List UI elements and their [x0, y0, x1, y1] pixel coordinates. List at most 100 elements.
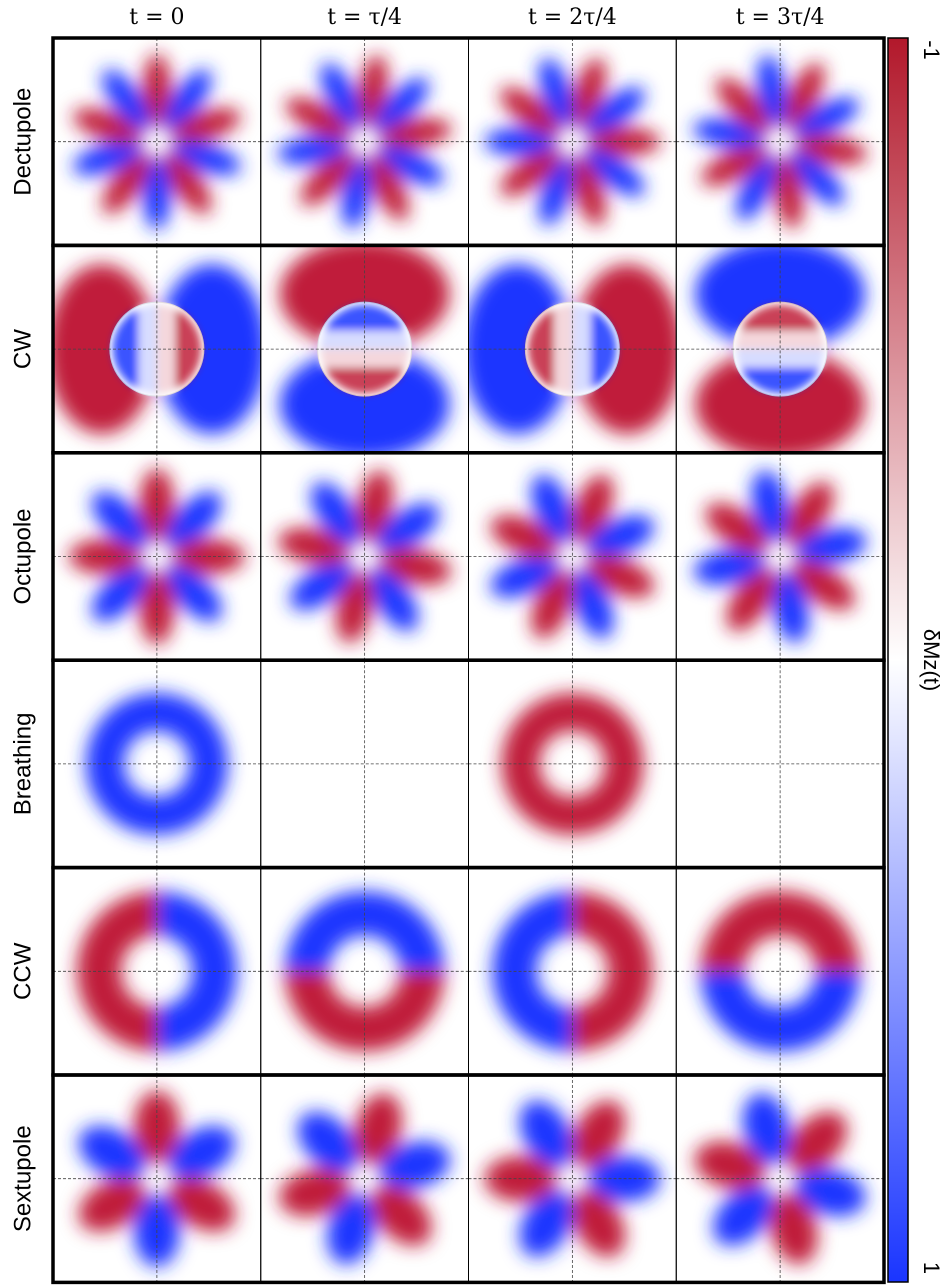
lobe: [791, 560, 855, 611]
lobe: [795, 1168, 866, 1217]
mode-panel: [53, 38, 261, 246]
row-label: Dectupole: [9, 88, 36, 196]
lobe: [693, 548, 765, 586]
lobe: [320, 62, 362, 129]
lobe: [538, 156, 574, 226]
lobe: [353, 1093, 403, 1164]
column-header: t = 3τ/4: [736, 5, 825, 30]
lobe: [789, 151, 845, 206]
mode-panel: [468, 452, 677, 661]
lobe: [378, 144, 444, 186]
mode-panel: [260, 867, 469, 1075]
lobe: [278, 527, 350, 565]
lobe: [570, 156, 606, 226]
lobe: [693, 118, 765, 149]
lobe: [327, 1193, 376, 1265]
lobe: [310, 481, 361, 545]
lobe: [715, 77, 771, 133]
lobe: [570, 474, 614, 543]
lobe: [490, 555, 559, 598]
lobe: [165, 491, 222, 549]
lobe: [379, 1141, 451, 1190]
lobe: [335, 572, 374, 643]
lobe: [795, 134, 868, 165]
lobe: [91, 491, 149, 549]
lobe: [367, 155, 409, 221]
mode-panel: [260, 452, 469, 661]
lobe: [500, 87, 561, 136]
lobe: [368, 568, 419, 632]
lobe: [773, 157, 804, 229]
lobe: [786, 1111, 848, 1173]
lobe: [168, 1125, 236, 1180]
colorbar: [887, 37, 909, 1283]
lobe: [371, 1185, 432, 1246]
mode-panel: [468, 38, 677, 246]
lobe: [570, 57, 606, 127]
lobe: [538, 57, 574, 127]
lobe: [784, 481, 834, 545]
lobe: [795, 527, 867, 565]
lobe: [584, 87, 645, 136]
mode-panel: [676, 1075, 884, 1283]
column-header: t = τ/4: [327, 5, 402, 30]
lobe: [102, 69, 151, 130]
lobe: [78, 1177, 146, 1232]
colorbar-max: 1: [919, 1262, 944, 1274]
mode-panel: [260, 245, 469, 453]
colorbar-label: δMz(t): [919, 629, 944, 691]
lobe: [380, 118, 452, 149]
lobe: [793, 97, 860, 139]
mode-panel: [468, 660, 677, 868]
lobe: [102, 153, 151, 215]
lobe: [279, 1168, 350, 1217]
lobe: [586, 555, 655, 598]
lobe: [586, 515, 655, 558]
lobe: [277, 134, 349, 165]
lobe: [300, 151, 356, 206]
lobe: [163, 153, 212, 215]
mode-panel: [676, 660, 884, 868]
lobe: [756, 54, 788, 126]
row-label: CCW: [9, 942, 36, 1000]
lobe: [500, 148, 561, 197]
mode-panel: [53, 867, 261, 1075]
lobe: [374, 77, 429, 133]
lobe: [341, 157, 372, 229]
row-border: [51, 1073, 886, 1285]
colorbar-min: -1: [919, 40, 944, 60]
lobe: [490, 515, 559, 558]
lobe: [705, 502, 769, 553]
row-label: Sextupole: [9, 1125, 36, 1232]
lobe: [735, 155, 778, 221]
halo: [279, 349, 450, 453]
lobe: [519, 1100, 574, 1167]
lobe: [570, 570, 614, 639]
lobe: [584, 148, 645, 197]
lobe: [285, 97, 352, 139]
lobe: [531, 474, 574, 543]
lobe: [713, 1185, 774, 1246]
mode-panel: [260, 38, 469, 246]
lobe: [783, 62, 825, 129]
lobe: [289, 560, 353, 611]
lobe: [171, 108, 241, 144]
lobe: [297, 1111, 359, 1173]
mode-panel: [53, 452, 261, 661]
lobe: [769, 1193, 818, 1265]
lobe: [571, 1190, 626, 1257]
row-label: Octupole: [9, 508, 36, 604]
mode-panel: [468, 1075, 677, 1283]
mode-panel: [53, 1075, 261, 1283]
lobe: [78, 1125, 146, 1180]
lobe: [72, 140, 142, 176]
mode-panel: [676, 452, 884, 661]
lobe: [91, 564, 149, 622]
lobe: [380, 548, 452, 586]
lobe: [357, 54, 388, 126]
row-label: CW: [9, 329, 36, 369]
lobe: [742, 1093, 791, 1164]
lobe: [163, 69, 212, 130]
mode-panel: [53, 245, 261, 453]
